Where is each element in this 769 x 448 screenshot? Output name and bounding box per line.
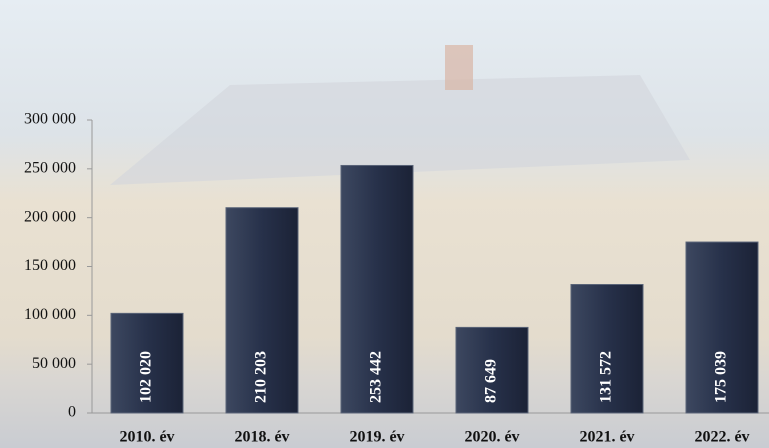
- value-label: 102 020: [138, 351, 155, 403]
- x-tick-label: 2022. év: [694, 429, 749, 446]
- bar: [340, 164, 414, 414]
- y-tick-label: 200 000: [24, 208, 76, 225]
- x-tick-label: 2018. év: [234, 429, 289, 446]
- roof-shape: [110, 75, 690, 185]
- y-tick-label: 300 000: [24, 111, 76, 128]
- value-label: 253 442: [368, 351, 385, 403]
- bar: [110, 312, 184, 414]
- value-label: 131 572: [598, 351, 615, 403]
- bar: [685, 241, 759, 414]
- y-tick-label: 0: [68, 404, 76, 421]
- y-tick-label: 100 000: [24, 306, 76, 323]
- x-tick-label: 2020. év: [464, 429, 519, 446]
- y-tick-label: 150 000: [24, 257, 76, 274]
- bar: [455, 326, 529, 414]
- x-tick-label: 2010. év: [119, 429, 174, 446]
- chimney-shape: [445, 45, 473, 90]
- x-tick-label: 2021. év: [579, 429, 634, 446]
- bar: [225, 207, 299, 414]
- y-tick-label: 50 000: [32, 355, 76, 372]
- y-tick-label: 250 000: [24, 160, 76, 177]
- bar: [570, 283, 644, 414]
- value-label: 210 203: [253, 351, 270, 403]
- value-label: 87 649: [483, 359, 500, 403]
- x-tick-label: 2019. év: [349, 429, 404, 446]
- value-label: 175 039: [713, 351, 730, 403]
